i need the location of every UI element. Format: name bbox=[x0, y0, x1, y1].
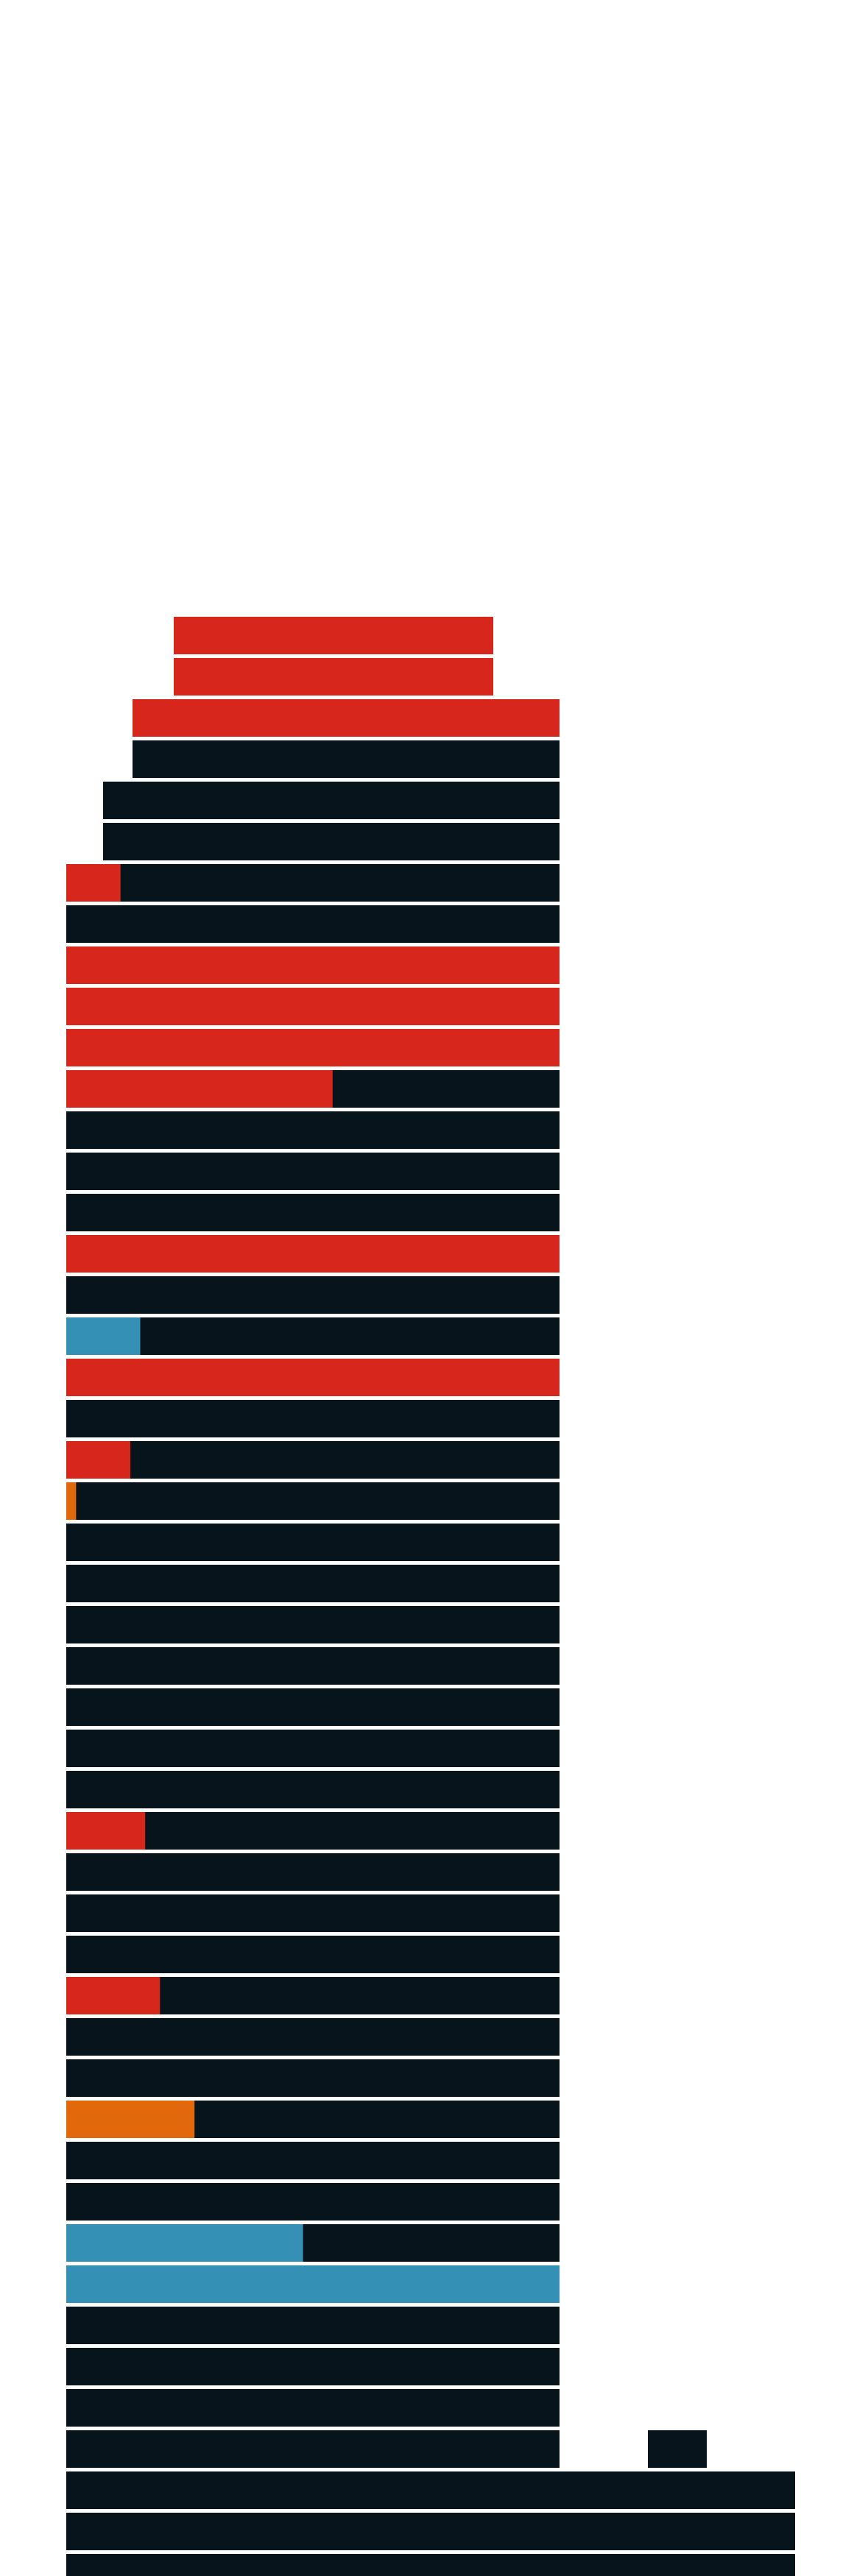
floor-value-bar bbox=[174, 617, 493, 654]
floor-base-bar bbox=[66, 1894, 560, 1932]
floor-value-bar bbox=[174, 658, 493, 696]
floor-base-bar bbox=[66, 1153, 560, 1190]
floor-base-bar bbox=[66, 2348, 560, 2385]
floor-base-bar bbox=[66, 2307, 560, 2344]
floor-value-bar bbox=[66, 1235, 560, 1273]
floor-base-bar bbox=[66, 1647, 560, 1685]
floor-value-bar bbox=[66, 1812, 146, 1850]
floor-base-bar bbox=[103, 782, 560, 819]
floor-base-bar bbox=[66, 2059, 560, 2097]
floor-value-bar bbox=[66, 2265, 560, 2303]
floor-value-bar bbox=[66, 1441, 131, 1479]
floor-base-bar bbox=[66, 1606, 560, 1643]
floor-base-bar bbox=[133, 740, 560, 778]
floor-base-bar bbox=[66, 1111, 560, 1149]
floor-base-bar bbox=[66, 2183, 560, 2221]
floor-base-bar bbox=[66, 864, 560, 902]
floor-value-bar bbox=[66, 864, 121, 902]
floor-base-bar bbox=[66, 1688, 560, 1726]
floor-base-bar bbox=[66, 1400, 560, 1437]
podium-base-bar bbox=[77, 2554, 795, 2576]
floor-base-bar bbox=[66, 1276, 560, 1314]
floor-base-bar bbox=[66, 1730, 560, 1767]
floor-base-bar bbox=[103, 823, 560, 860]
floor-base-bar bbox=[66, 1565, 560, 1602]
floor-value-bar bbox=[66, 1029, 560, 1066]
podium-cap-block bbox=[648, 2430, 707, 2468]
floor-value-bar bbox=[66, 946, 560, 984]
floor-base-bar bbox=[66, 2142, 560, 2179]
floor-base-bar bbox=[66, 2430, 560, 2468]
floor-base-bar bbox=[66, 1317, 560, 1355]
floor-base-bar bbox=[66, 905, 560, 943]
podium-base-bar bbox=[77, 2471, 795, 2509]
floor-value-bar bbox=[66, 988, 560, 1025]
floor-base-bar bbox=[66, 1936, 560, 1973]
floor-value-bar bbox=[66, 1317, 141, 1355]
floor-base-bar bbox=[66, 1441, 560, 1479]
floor-base-bar bbox=[66, 1524, 560, 1561]
floor-value-bar bbox=[66, 1070, 333, 1108]
floor-value-bar bbox=[66, 1359, 560, 1396]
floor-base-bar bbox=[66, 1812, 560, 1850]
floor-value-bar bbox=[66, 2224, 303, 2262]
floor-base-bar bbox=[66, 1771, 560, 1808]
floor-base-bar bbox=[66, 1194, 560, 1231]
floor-base-bar bbox=[66, 2389, 560, 2427]
floor-value-bar bbox=[66, 1482, 77, 1520]
podium-base-bar bbox=[77, 2513, 795, 2550]
floor-value-bar bbox=[66, 2101, 195, 2138]
floor-value-bar bbox=[66, 1977, 160, 2014]
floor-base-bar bbox=[66, 2018, 560, 2056]
floor-value-bar bbox=[133, 699, 560, 737]
floor-base-bar bbox=[66, 1853, 560, 1891]
floor-base-bar bbox=[66, 1482, 560, 1520]
